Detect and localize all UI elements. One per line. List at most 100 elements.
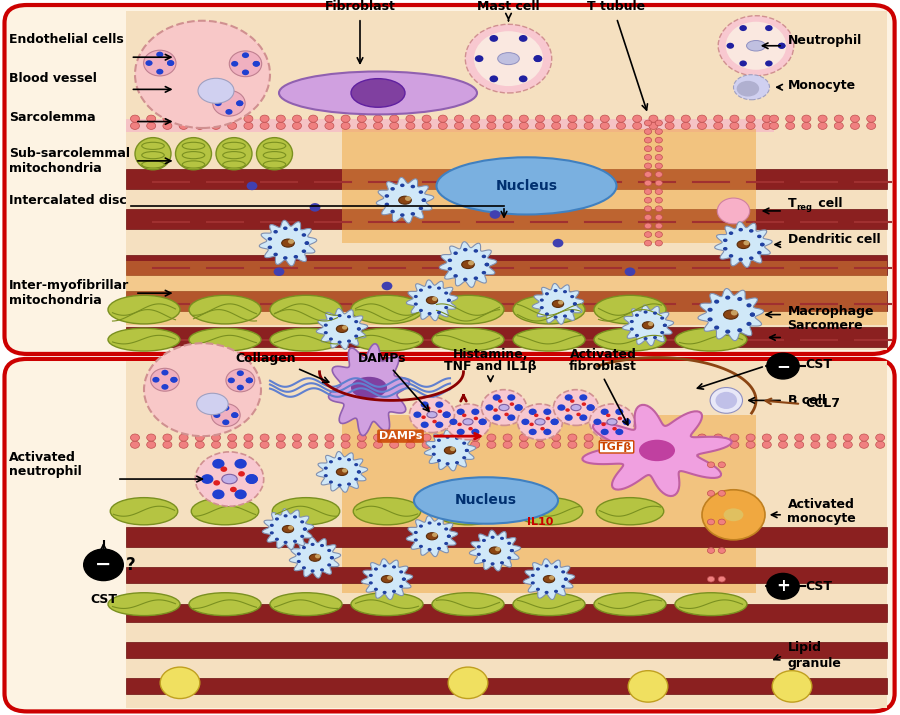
Circle shape [246, 378, 253, 383]
Circle shape [786, 122, 795, 129]
Circle shape [446, 535, 451, 538]
Ellipse shape [270, 295, 342, 324]
Circle shape [418, 207, 423, 210]
Circle shape [325, 115, 334, 122]
Circle shape [827, 441, 836, 448]
Circle shape [731, 310, 738, 315]
Circle shape [552, 434, 561, 441]
Text: mitochondria: mitochondria [9, 294, 102, 307]
Ellipse shape [571, 405, 581, 410]
Polygon shape [407, 516, 458, 557]
Circle shape [422, 122, 431, 129]
Polygon shape [376, 177, 434, 223]
Circle shape [580, 394, 588, 400]
Ellipse shape [310, 554, 320, 561]
Circle shape [730, 441, 739, 448]
Circle shape [633, 115, 642, 122]
Circle shape [749, 229, 753, 232]
Circle shape [302, 528, 307, 531]
Circle shape [617, 417, 622, 420]
Circle shape [414, 295, 418, 298]
Circle shape [612, 427, 616, 430]
Circle shape [225, 92, 232, 97]
Circle shape [723, 247, 727, 250]
Polygon shape [698, 289, 763, 340]
Text: Activated: Activated [570, 348, 636, 361]
Circle shape [228, 378, 235, 383]
Circle shape [653, 336, 657, 339]
Circle shape [536, 588, 540, 591]
Circle shape [465, 449, 469, 452]
Circle shape [324, 331, 328, 335]
Circle shape [144, 343, 261, 436]
Circle shape [718, 548, 725, 553]
Circle shape [737, 297, 742, 301]
Circle shape [600, 122, 609, 129]
Circle shape [616, 115, 625, 122]
Circle shape [876, 434, 885, 441]
Circle shape [414, 302, 418, 306]
Circle shape [644, 163, 652, 169]
Circle shape [432, 297, 437, 301]
Circle shape [557, 405, 565, 410]
Ellipse shape [382, 576, 392, 583]
Circle shape [455, 437, 459, 440]
Circle shape [485, 405, 493, 410]
Text: +: + [776, 577, 790, 596]
Circle shape [515, 405, 523, 410]
Circle shape [406, 434, 415, 441]
Circle shape [293, 540, 297, 543]
Circle shape [437, 311, 441, 314]
Circle shape [228, 434, 237, 441]
Circle shape [237, 370, 244, 376]
Circle shape [584, 122, 593, 129]
Circle shape [661, 317, 664, 320]
Text: fibroblast: fibroblast [569, 360, 637, 373]
Circle shape [428, 312, 432, 315]
Circle shape [531, 581, 535, 585]
Circle shape [270, 531, 274, 535]
Text: Activated: Activated [9, 451, 76, 464]
Circle shape [616, 122, 625, 129]
Circle shape [655, 197, 662, 203]
Circle shape [565, 408, 570, 412]
Circle shape [414, 538, 418, 542]
Circle shape [681, 441, 690, 448]
Circle shape [400, 585, 403, 588]
Circle shape [500, 561, 504, 564]
Circle shape [644, 232, 652, 237]
Circle shape [328, 460, 333, 463]
Circle shape [718, 490, 725, 496]
Circle shape [144, 50, 176, 76]
Text: Lipid: Lipid [788, 641, 822, 654]
Circle shape [420, 422, 428, 428]
Circle shape [630, 320, 634, 323]
Circle shape [446, 462, 450, 465]
Polygon shape [582, 405, 732, 496]
Circle shape [552, 441, 561, 448]
Circle shape [324, 323, 328, 327]
Text: CST: CST [90, 593, 117, 606]
Text: Collagen: Collagen [235, 352, 296, 365]
Circle shape [212, 404, 240, 427]
FancyBboxPatch shape [4, 359, 895, 711]
Circle shape [418, 190, 423, 194]
Circle shape [338, 340, 342, 344]
Circle shape [633, 434, 642, 441]
Circle shape [655, 154, 662, 160]
Text: monocyte: monocyte [788, 512, 856, 525]
Circle shape [438, 434, 447, 441]
Circle shape [576, 413, 580, 416]
Circle shape [634, 314, 639, 317]
Circle shape [384, 202, 389, 206]
Circle shape [519, 434, 528, 441]
Circle shape [222, 405, 230, 411]
Circle shape [740, 61, 747, 66]
Ellipse shape [607, 419, 617, 425]
Ellipse shape [434, 498, 502, 525]
Bar [342, 129, 756, 243]
Circle shape [315, 554, 320, 558]
Circle shape [302, 566, 306, 569]
Circle shape [405, 196, 411, 201]
Circle shape [447, 267, 452, 270]
